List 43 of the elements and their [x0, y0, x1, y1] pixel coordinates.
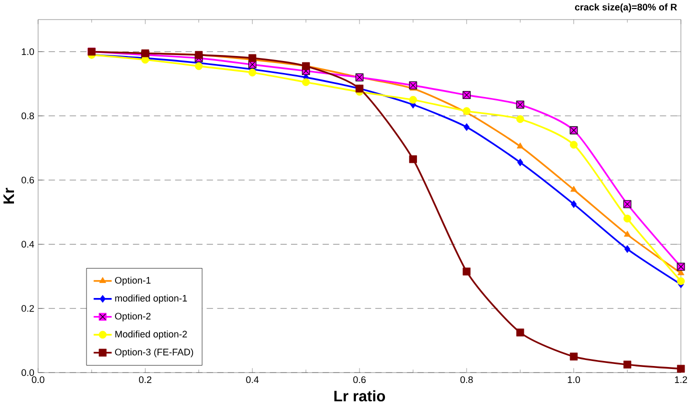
- point: [462, 268, 471, 276]
- y-tick-label: 0.8: [22, 112, 34, 120]
- point: [302, 78, 310, 86]
- point: [623, 360, 632, 369]
- point: [516, 328, 524, 336]
- point: [409, 96, 417, 104]
- point: [624, 245, 630, 253]
- y-tick-label: 1.0: [22, 48, 34, 56]
- point: [677, 269, 684, 276]
- x-tick-label: 1.0: [568, 376, 580, 384]
- y-tick-label: 0.6: [22, 176, 34, 184]
- point: [677, 277, 685, 286]
- point: [570, 186, 578, 192]
- legend-label: modified option-1: [115, 294, 187, 304]
- point: [194, 62, 203, 70]
- x-tick-label: 0.2: [139, 376, 152, 384]
- x-tick-label: 1.2: [675, 376, 688, 383]
- legend-label: Option-1: [115, 276, 151, 286]
- x-tick-label: 0.0: [32, 376, 44, 384]
- legend-label: Modified option-2: [115, 330, 187, 340]
- point: [570, 352, 578, 360]
- x-tick-label: 0.8: [460, 376, 473, 384]
- text: crack size(a)=80% of R: [575, 4, 677, 12]
- point: [516, 142, 524, 148]
- point: [624, 230, 631, 237]
- y-tick-label: 0.0: [22, 369, 34, 376]
- x-tick-label: 0.4: [246, 376, 259, 384]
- point: [623, 214, 632, 222]
- point: [464, 123, 470, 132]
- point: [248, 68, 256, 76]
- point: [517, 158, 524, 166]
- y-tick-label: 0.4: [22, 240, 34, 248]
- point: [677, 364, 685, 373]
- y-tick-label: 0.2: [22, 305, 34, 312]
- point: [570, 200, 577, 208]
- legend-label: Option-2: [115, 312, 151, 322]
- x-tick-label: 0.6: [353, 376, 366, 384]
- point: [516, 115, 524, 124]
- point: [570, 140, 578, 149]
- y-axis-title: Kr: [4, 188, 14, 204]
- x-axis-title: Lr ratio: [334, 390, 386, 402]
- legend-label: Option-3 (FE-FAD): [115, 348, 194, 358]
- point: [409, 155, 417, 164]
